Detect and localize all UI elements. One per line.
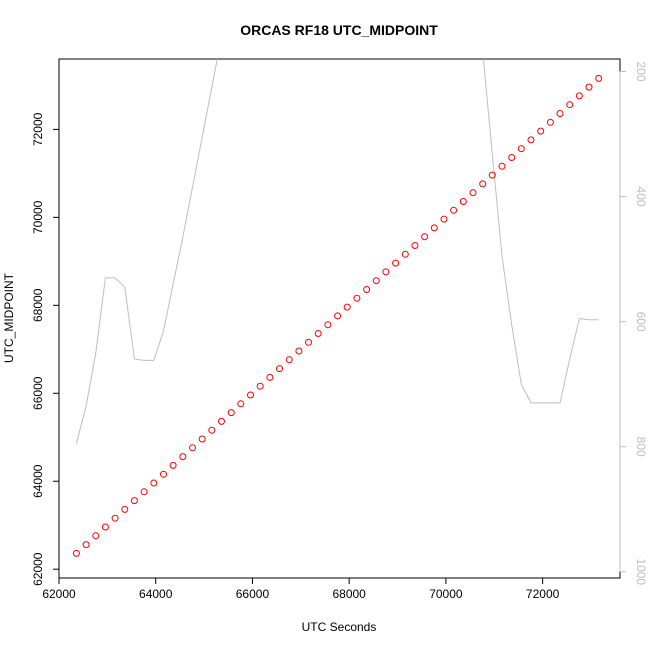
- data-point: [488, 171, 496, 179]
- y-tick-label: 70000: [31, 200, 45, 234]
- x-axis-label: UTC Seconds: [302, 620, 377, 634]
- x-tick-label: 72000: [526, 587, 560, 601]
- secondary-y-tick-label: 800: [634, 437, 648, 457]
- data-point: [101, 523, 109, 531]
- y-tick-label: 66000: [31, 376, 45, 410]
- data-point: [343, 303, 351, 311]
- data-point: [508, 154, 516, 161]
- data-point: [256, 382, 264, 390]
- x-tick-label: 70000: [429, 587, 463, 601]
- data-point: [566, 101, 574, 109]
- data-point: [140, 488, 148, 496]
- data-point: [314, 330, 322, 337]
- data-point: [459, 198, 467, 205]
- data-point: [179, 453, 187, 461]
- x-tick-label: 62000: [42, 587, 76, 601]
- data-point: [517, 145, 525, 153]
- data-point: [595, 74, 603, 82]
- data-point: [227, 409, 235, 417]
- data-point: [82, 541, 90, 549]
- x-tick-label: 64000: [139, 587, 173, 601]
- data-point: [266, 373, 274, 381]
- data-point: [556, 110, 564, 117]
- data-point: [237, 400, 245, 408]
- data-point: [527, 136, 535, 144]
- data-point: [111, 514, 119, 522]
- data-point: [363, 286, 371, 293]
- data-point: [160, 470, 167, 478]
- data-point: [469, 189, 477, 197]
- y-tick-label: 64000: [31, 464, 45, 498]
- y-axis-label: UTC_MIDPOINT: [2, 272, 16, 363]
- data-point: [247, 391, 254, 399]
- data-point: [189, 444, 196, 452]
- secondary-y-axis: 200 400 600 800 1000: [619, 61, 648, 585]
- data-point: [546, 118, 554, 126]
- data-point: [382, 268, 390, 276]
- secondary-y-tick-label: 200: [634, 61, 648, 81]
- chart-title: ORCAS RF18 UTC_MIDPOINT: [240, 22, 438, 38]
- data-point: [92, 532, 100, 540]
- data-point: [334, 312, 342, 320]
- secondary-y-tick-label: 400: [634, 187, 648, 207]
- data-point: [430, 224, 438, 232]
- x-tick-label: 66000: [236, 587, 270, 601]
- data-point: [295, 347, 303, 355]
- data-point: [411, 242, 419, 249]
- data-point: [305, 338, 312, 346]
- data-point: [421, 233, 429, 241]
- data-point: [198, 435, 206, 443]
- data-point: [150, 479, 158, 487]
- data-point: [208, 426, 216, 434]
- y-tick-label: 68000: [31, 288, 45, 322]
- data-point: [479, 180, 487, 188]
- data-point: [401, 250, 409, 258]
- data-point: [353, 294, 361, 302]
- data-point: [72, 549, 80, 557]
- x-axis: 62000 64000 66000 68000 70000 72000: [42, 577, 560, 601]
- y-tick-label: 72000: [31, 112, 45, 146]
- data-point: [324, 321, 332, 329]
- y-tick-label: 62000: [31, 552, 45, 586]
- data-point: [440, 215, 448, 223]
- data-point: [585, 83, 593, 91]
- data-point: [498, 162, 506, 170]
- secondary-y-tick-label: 1000: [634, 558, 648, 585]
- secondary-y-tick-label: 600: [634, 312, 648, 332]
- overlay-series-line: [75, 59, 599, 444]
- data-point: [218, 417, 225, 425]
- data-point: [575, 92, 583, 100]
- y-axis: 62000 64000 66000 68000 70000 72000: [31, 112, 60, 586]
- data-point: [285, 356, 293, 364]
- data-point: [121, 505, 129, 513]
- data-point: [450, 206, 458, 214]
- overlay-line-layer: [75, 59, 599, 444]
- data-point: [276, 365, 283, 373]
- points-layer: [72, 74, 603, 557]
- data-point: [130, 497, 138, 505]
- x-tick-label: 68000: [332, 587, 366, 601]
- data-point: [372, 277, 380, 285]
- data-point: [169, 461, 177, 469]
- data-point: [392, 259, 400, 267]
- data-point: [537, 127, 545, 135]
